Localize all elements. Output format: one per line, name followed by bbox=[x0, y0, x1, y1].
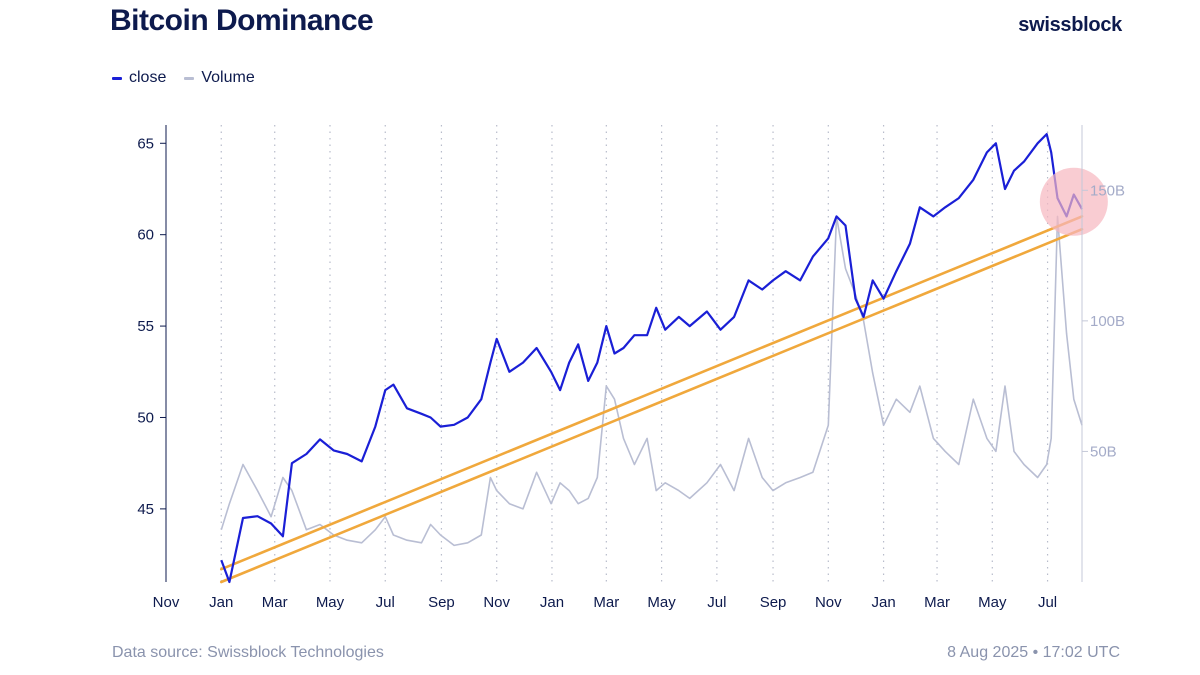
legend-swatch-volume bbox=[184, 76, 195, 80]
x-tick-label: Mar bbox=[924, 594, 950, 611]
legend-swatch-close bbox=[112, 76, 122, 80]
close-series-line bbox=[220, 133, 1083, 584]
x-tick-label: Mar bbox=[593, 594, 619, 611]
y-tick-label-left: 55 bbox=[137, 318, 154, 335]
x-tick-label: Jul bbox=[707, 594, 726, 611]
x-tick-label: Sep bbox=[428, 594, 455, 611]
x-tick-label: Nov bbox=[815, 594, 842, 611]
y-tick-label-left: 50 bbox=[137, 409, 154, 426]
x-tick-label: Jan bbox=[871, 594, 895, 611]
brand-logo: swissblock bbox=[1018, 14, 1122, 36]
highlight-circle bbox=[1039, 167, 1108, 236]
legend-label-volume: Volume bbox=[201, 69, 255, 86]
x-tick-label: May bbox=[647, 594, 676, 611]
x-tick-label: Mar bbox=[262, 594, 288, 611]
x-tick-label: Nov bbox=[483, 594, 510, 611]
y-tick-label-right: 50B bbox=[1090, 443, 1117, 460]
x-tick-label: Jan bbox=[540, 594, 564, 611]
x-tick-label: May bbox=[316, 594, 345, 611]
y-tick-label-left: 60 bbox=[137, 227, 154, 244]
legend: close Volume bbox=[112, 69, 255, 87]
timestamp: 8 Aug 2025 • 17:02 UTC bbox=[947, 644, 1120, 661]
x-tick-label: Nov bbox=[153, 594, 180, 611]
legend-item-volume[interactable]: Volume bbox=[184, 69, 255, 87]
legend-label-close: close bbox=[129, 69, 167, 86]
x-tick-label: Sep bbox=[760, 594, 787, 611]
y-tick-label-right: 150B bbox=[1090, 182, 1125, 199]
data-source-note: Data source: Swissblock Technologies bbox=[112, 644, 384, 661]
y-tick-label-right: 100B bbox=[1090, 313, 1125, 330]
trendline-layer bbox=[219, 215, 1084, 584]
y-tick-label-left: 65 bbox=[137, 135, 154, 152]
trendline bbox=[219, 215, 1084, 571]
volume-layer bbox=[220, 215, 1083, 547]
x-tick-label: May bbox=[978, 594, 1007, 611]
legend-item-close[interactable]: close bbox=[112, 69, 166, 87]
axes: Nov Jan Mar May Jul Sep Nov Jan Mar May Jul Sep Nov J… bbox=[137, 125, 1125, 611]
grid bbox=[220, 125, 1049, 582]
x-tick-label: Jul bbox=[1038, 594, 1057, 611]
x-tick-label: Jul bbox=[376, 594, 395, 611]
highlight-layer bbox=[1039, 167, 1108, 236]
trendline bbox=[219, 227, 1084, 584]
x-tick-label: Jan bbox=[209, 594, 233, 611]
chart-title: Bitcoin Dominance bbox=[110, 4, 374, 37]
volume-series-line bbox=[220, 215, 1083, 547]
y-tick-label-left: 45 bbox=[137, 501, 154, 518]
close-layer bbox=[220, 133, 1083, 584]
